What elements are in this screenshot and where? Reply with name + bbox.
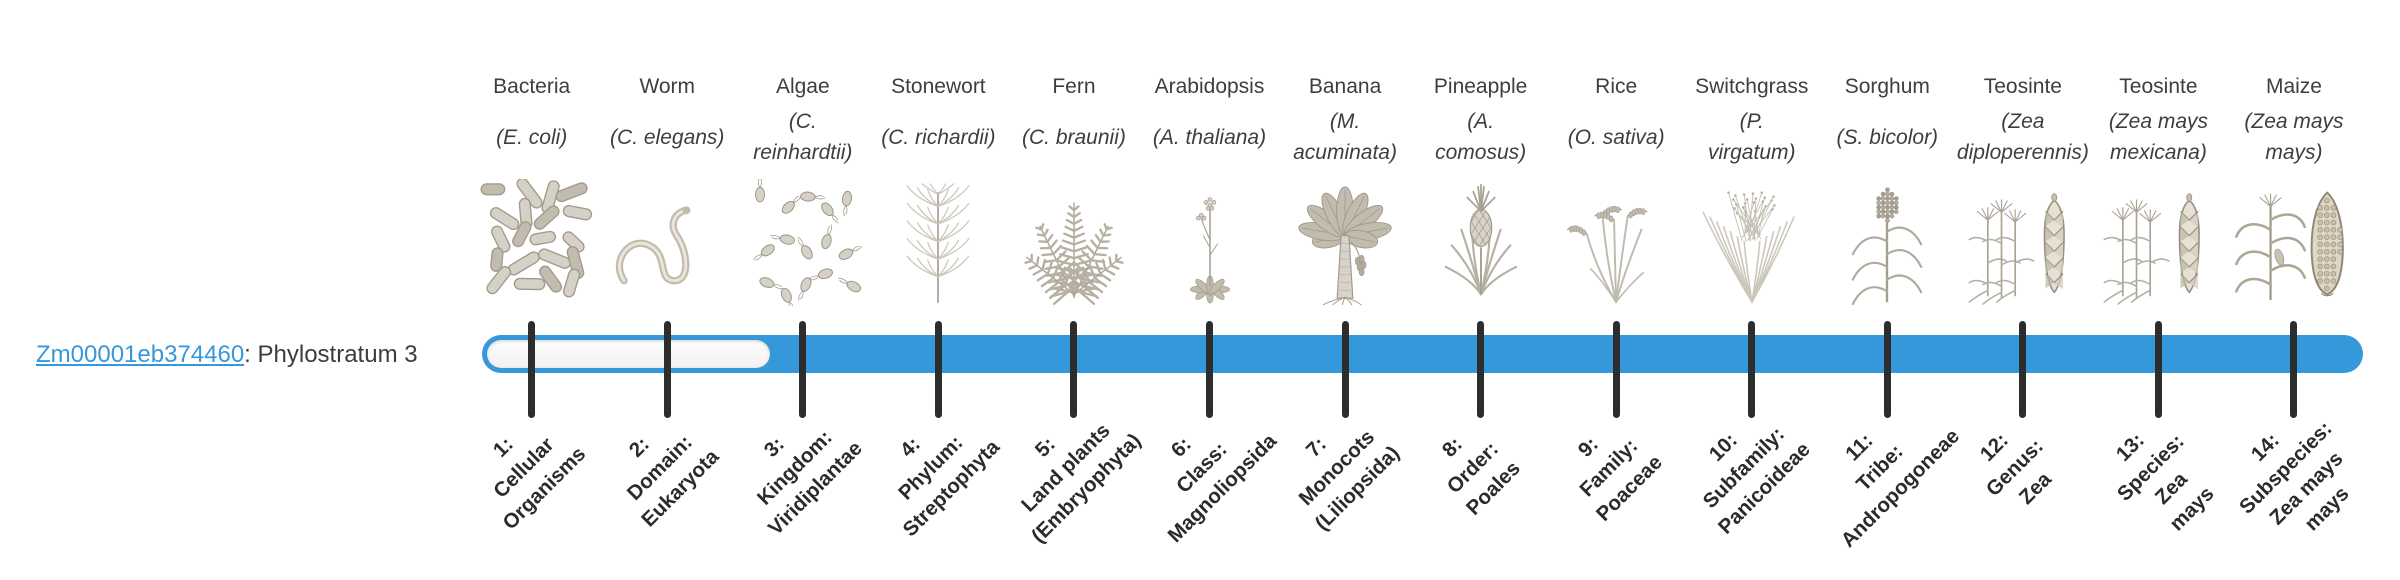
organism-common-name: Banana	[1308, 75, 1382, 98]
organism-scientific-name: (C. elegans)	[610, 125, 725, 149]
worm-illustration	[605, 179, 729, 306]
organism-scientific-name: (C. braunii)	[1022, 125, 1126, 149]
phylostratum-tick	[1070, 321, 1078, 418]
rice-illustration	[1554, 179, 1678, 306]
phylostratum-label: 10: Subfamily: Panicoideae	[1698, 422, 1815, 539]
organism-common-name: Fern	[1052, 75, 1096, 98]
phylostratum-label: 1: Cellular Organisms	[488, 432, 591, 535]
phylostratum-label: 9: Family: Poaceae	[1573, 432, 1667, 526]
stonewort-illustration	[876, 179, 1000, 306]
sorghum-illustration	[1825, 179, 1949, 306]
organism-common-name: Algae	[775, 75, 830, 98]
phylostratum-tick	[1612, 321, 1620, 418]
organism-common-name: Bacteria	[493, 75, 571, 98]
organism-common-name: Stonewort	[891, 75, 986, 98]
organism-common-name: Rice	[1595, 75, 1638, 98]
phylostratum-label: 4: Phylum: Streptophyta	[893, 431, 1004, 542]
organism-scientific-name: (Zea diploperennis)	[1956, 110, 2089, 164]
phylostratum-tick	[934, 321, 942, 418]
bacteria-illustration	[470, 179, 594, 306]
organism-common-name: Teosinte	[2119, 75, 2198, 98]
phylostratum-tick	[1477, 321, 1485, 418]
gene-label: Zm00001eb374460: Phylostratum 3	[36, 336, 418, 374]
phylostratum-tick	[2290, 321, 2298, 418]
organism-common-name: Maize	[2265, 75, 2322, 98]
phylostratum-label: 2: Domain: Eukaryota	[622, 430, 724, 532]
phylostratum-label: 12: Genus: Zea	[1975, 428, 2057, 509]
switchgrass-illustration	[1690, 179, 1814, 306]
organism-common-name: Arabidopsis	[1154, 75, 1265, 98]
organism-common-name: Sorghum	[1844, 75, 1930, 98]
teosinte-illustration	[1961, 179, 2085, 306]
phylostratum-label: 3: Kingdom: Viridiplantae	[753, 425, 867, 540]
phylostratum-tick	[663, 321, 671, 418]
organism-scientific-name: (C. reinhardtii)	[753, 110, 853, 164]
phylostratum-tick	[1883, 321, 1891, 418]
organism-common-name: Teosinte	[1983, 75, 2062, 98]
pineapple-illustration	[1419, 179, 1543, 306]
organism-scientific-name: (M. acuminata)	[1293, 110, 1397, 164]
phylostratum-tick	[1748, 321, 1756, 418]
phylostratum-label: 11: Tribe: Andropogoneae	[1836, 424, 1964, 552]
organism-common-name: Worm	[639, 75, 696, 98]
phylostratum-tick	[799, 321, 807, 418]
gene-phylostratum-text: : Phylostratum 3	[244, 341, 418, 368]
phylostratum-tick	[1341, 321, 1349, 418]
fern-illustration	[1012, 179, 1136, 306]
organism-scientific-name: (C. richardii)	[881, 125, 996, 149]
organism-common-name: Pineapple	[1433, 75, 1528, 98]
phylostratum-tick	[2019, 321, 2027, 418]
organism-scientific-name: (Zea mays mexicana)	[2108, 110, 2208, 164]
banana-illustration	[1283, 179, 1407, 306]
organism-scientific-name: (Zea mays mays)	[2244, 110, 2344, 164]
organism-scientific-name: (A. comosus)	[1435, 110, 1527, 164]
phylostratum-tick	[1206, 321, 1213, 418]
organism-common-name: Switchgrass	[1695, 75, 1809, 98]
phylostratum-label: 6: Class: Magnoliopsida	[1163, 429, 1282, 548]
organism-scientific-name: (O. sativa)	[1567, 125, 1665, 149]
phylostratum-tick	[528, 321, 536, 418]
arabidopsis-illustration	[1148, 179, 1272, 306]
phylostratum-label: 13: Species: Zea mays	[2111, 428, 2219, 536]
algae-illustration	[741, 179, 865, 306]
maize-illustration	[2232, 179, 2356, 306]
teosinte-illustration	[2096, 179, 2220, 306]
phylostratum-label: 5: Land plants (Embryophyta)	[1017, 418, 1146, 548]
organism-scientific-name: (S. bicolor)	[1836, 125, 1939, 149]
phylostratum-label: 8: Order: Poales	[1437, 432, 1525, 520]
phylostratum-bar	[482, 335, 2363, 373]
phylostratum-tick	[2154, 321, 2162, 418]
organism-scientific-name: (A. thaliana)	[1152, 125, 1267, 149]
phylostratum-label: 7: Monocots (Liliopsida)	[1294, 425, 1405, 536]
organism-scientific-name: (P. virgatum)	[1707, 110, 1796, 164]
organism-scientific-name: (E. coli)	[496, 125, 568, 149]
phylostratum-label: 14: Subspecies: Zea mays mays	[2235, 416, 2354, 536]
gene-id-link[interactable]: Zm00001eb374460	[36, 341, 245, 368]
